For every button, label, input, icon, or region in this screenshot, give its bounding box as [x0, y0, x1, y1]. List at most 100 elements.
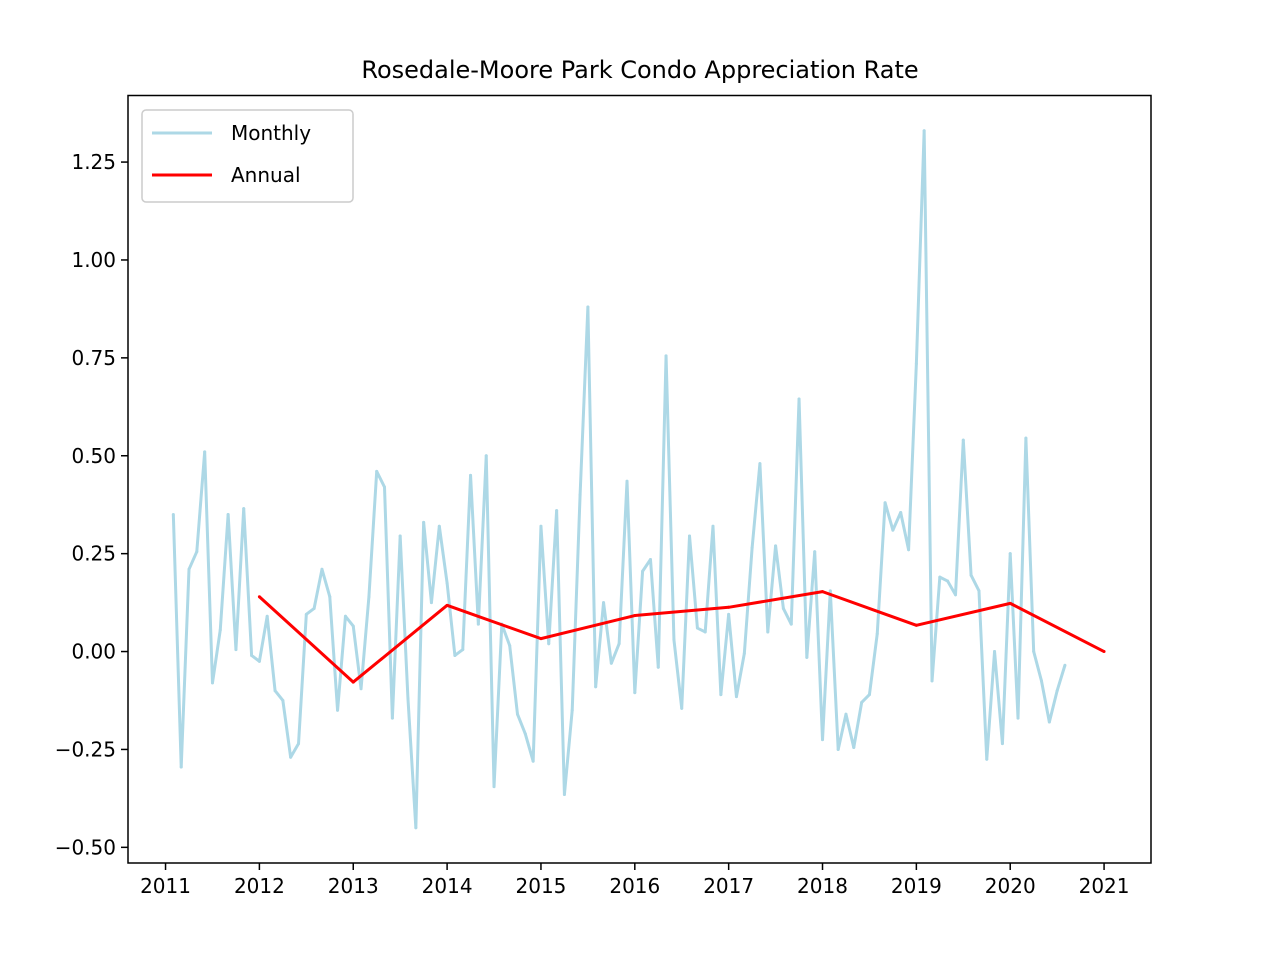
data-point-monthly [492, 785, 496, 789]
data-point-monthly [813, 550, 817, 554]
data-point-monthly [1039, 679, 1043, 683]
x-tick-label: 2014 [422, 874, 473, 898]
data-point-monthly [320, 567, 324, 571]
data-point-monthly [914, 362, 918, 366]
data-point-monthly [1024, 436, 1028, 440]
legend-label-monthly: Monthly [231, 121, 311, 145]
data-point-monthly [508, 644, 512, 648]
y-tick-label: 1.00 [71, 248, 116, 272]
x-tick-label: 2020 [985, 874, 1036, 898]
data-point-monthly [445, 581, 449, 585]
data-point-monthly [523, 732, 527, 736]
data-point-monthly [860, 700, 864, 704]
data-point-monthly [961, 438, 965, 442]
data-point-monthly [781, 606, 785, 610]
data-point-monthly [844, 712, 848, 716]
data-point-monthly [1063, 663, 1067, 667]
data-point-monthly [633, 691, 637, 695]
data-point-monthly [930, 679, 934, 683]
data-point-monthly [602, 601, 606, 605]
series-line-annual [258, 590, 1105, 684]
data-point-monthly [703, 630, 707, 634]
data-point-monthly [711, 524, 715, 528]
data-point-monthly [883, 501, 887, 505]
data-point-monthly [406, 697, 410, 701]
data-point-monthly [234, 648, 238, 652]
y-tick-label: 0.75 [71, 346, 116, 370]
data-point-monthly [375, 469, 379, 473]
data-point-monthly [1032, 650, 1036, 654]
y-tick-label: −0.25 [55, 737, 116, 761]
data-point-monthly [484, 454, 488, 458]
data-point-annual [1102, 650, 1106, 654]
data-point-monthly [836, 747, 840, 751]
data-point-monthly [938, 575, 942, 579]
data-point-monthly [680, 706, 684, 710]
data-point-monthly [281, 698, 285, 702]
series-layer [171, 129, 1106, 830]
data-point-monthly [688, 534, 692, 538]
data-point-monthly [594, 685, 598, 689]
data-point-monthly [609, 661, 613, 665]
data-point-monthly [383, 485, 386, 489]
data-point-annual [539, 637, 543, 641]
data-point-monthly [343, 614, 347, 618]
data-point-monthly [1055, 689, 1059, 693]
plot-frame [127, 94, 1152, 864]
x-tick-label: 2015 [516, 874, 567, 898]
data-point-monthly [398, 534, 402, 538]
data-point-monthly [476, 622, 480, 626]
data-point-monthly [867, 693, 871, 697]
data-point-monthly [297, 742, 301, 746]
x-tick-label: 2019 [891, 874, 942, 898]
data-point-monthly [617, 642, 621, 646]
data-point-monthly [257, 659, 261, 663]
data-point-monthly [570, 708, 574, 712]
data-point-monthly [625, 479, 629, 483]
data-point-monthly [977, 589, 981, 593]
data-point-monthly [250, 653, 254, 657]
data-point-monthly [547, 642, 551, 646]
data-point-monthly [758, 462, 762, 466]
data-point-monthly [1008, 552, 1012, 556]
data-point-monthly [390, 716, 394, 720]
data-point-monthly [907, 548, 911, 552]
data-point-monthly [586, 305, 590, 309]
data-point-monthly [226, 512, 230, 516]
data-point-annual [445, 603, 449, 607]
data-point-monthly [562, 792, 566, 796]
data-point-monthly [774, 544, 778, 548]
y-tick-label: −0.50 [55, 835, 116, 859]
data-point-annual [1008, 601, 1012, 605]
data-point-monthly [946, 579, 950, 583]
data-point-monthly [922, 129, 926, 133]
data-point-annual [727, 605, 731, 609]
data-point-monthly [648, 558, 652, 562]
data-point-monthly [852, 745, 856, 749]
data-point-monthly [336, 708, 340, 712]
data-point-monthly [531, 759, 535, 763]
data-point-monthly [414, 826, 418, 830]
data-point-monthly [727, 612, 731, 616]
data-point-monthly [242, 507, 246, 511]
data-point-annual [351, 680, 355, 684]
y-tick-label: 1.25 [71, 150, 116, 174]
data-point-monthly [672, 638, 676, 642]
data-point-monthly [195, 550, 199, 554]
data-point-monthly [578, 493, 582, 497]
data-point-monthly [304, 612, 308, 616]
data-point-annual [633, 614, 637, 618]
data-point-monthly [218, 628, 222, 632]
data-point-monthly [695, 626, 699, 630]
series-line-monthly [171, 129, 1067, 830]
data-point-monthly [469, 473, 473, 477]
data-point-monthly [664, 354, 668, 358]
data-point-monthly [203, 450, 207, 454]
data-point-monthly [351, 624, 355, 628]
x-tick-label: 2016 [609, 874, 660, 898]
x-tick-label: 2013 [328, 874, 379, 898]
data-point-monthly [289, 755, 293, 759]
data-point-monthly [328, 595, 332, 599]
data-point-monthly [179, 765, 183, 769]
data-point-monthly [828, 589, 832, 593]
